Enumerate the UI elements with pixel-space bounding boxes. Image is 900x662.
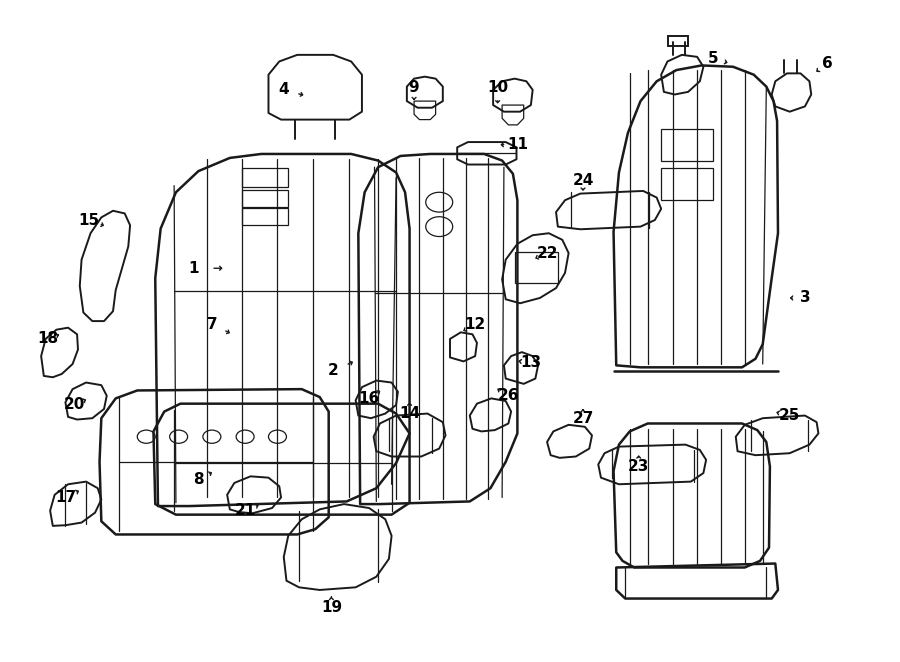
Text: 19: 19: [320, 600, 342, 614]
Text: 7: 7: [207, 317, 217, 332]
Text: 22: 22: [536, 246, 558, 261]
Bar: [241, 169, 288, 187]
Text: 11: 11: [507, 137, 528, 152]
Text: 25: 25: [779, 408, 800, 423]
Bar: [241, 208, 288, 225]
Text: 21: 21: [235, 503, 256, 518]
Bar: [662, 169, 714, 200]
Text: 9: 9: [409, 80, 419, 95]
Text: 2: 2: [328, 363, 338, 378]
Text: 14: 14: [399, 406, 420, 421]
Text: 6: 6: [822, 56, 832, 71]
Text: 13: 13: [520, 355, 542, 370]
Bar: [241, 189, 288, 207]
Text: 8: 8: [194, 472, 203, 487]
Text: 23: 23: [628, 459, 650, 474]
Bar: [669, 36, 689, 46]
Text: 24: 24: [572, 173, 594, 188]
Text: 17: 17: [55, 490, 76, 505]
Text: 10: 10: [487, 80, 508, 95]
Text: 27: 27: [572, 410, 594, 426]
Text: 16: 16: [358, 391, 380, 406]
Text: 12: 12: [464, 317, 486, 332]
Text: 18: 18: [37, 332, 58, 346]
Text: 1: 1: [189, 261, 199, 276]
Bar: [515, 252, 558, 283]
Text: 20: 20: [64, 397, 86, 412]
Text: 5: 5: [708, 52, 718, 66]
Text: 4: 4: [278, 82, 289, 97]
Text: 3: 3: [799, 291, 810, 305]
Text: 15: 15: [78, 213, 99, 228]
Bar: [662, 129, 714, 161]
Text: 26: 26: [498, 388, 519, 403]
